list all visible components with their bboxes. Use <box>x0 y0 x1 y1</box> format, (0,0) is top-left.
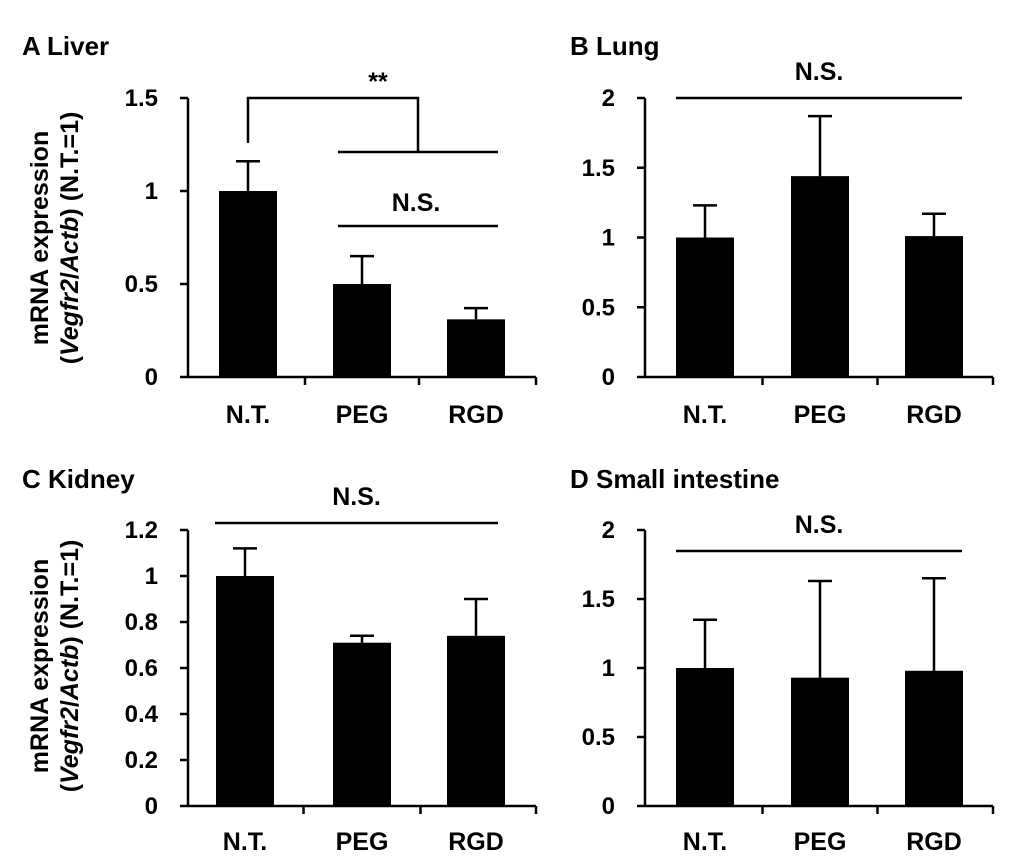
category-label: N.T. <box>683 828 727 856</box>
bar-nt <box>676 237 734 377</box>
panel-b: B Lung 0 0.5 1 1.5 2 N.T. PEG RGD N.S. <box>570 31 995 429</box>
category-label: PEG <box>336 828 389 856</box>
y-tick-label: 0 <box>602 364 615 391</box>
y-tick-label: 0.4 <box>125 701 159 728</box>
y-tick-label: 2 <box>602 517 615 544</box>
y-tick-label: 0 <box>145 793 158 820</box>
y-tick-label: 0 <box>145 364 158 391</box>
y-axis-label-line1: mRNA expression <box>26 559 54 773</box>
category-label: RGD <box>448 828 504 856</box>
y-tick-label: 1 <box>145 563 158 590</box>
bar-nt <box>216 576 274 806</box>
y-tick-label: 1.2 <box>125 517 158 544</box>
y-axis-label-line2: (Vegfr2/Actb) (N.T.=1) <box>56 112 84 365</box>
y-tick-label: 0.5 <box>582 724 615 751</box>
panel-title: D Small intestine <box>570 464 780 494</box>
y-tick-label: 1 <box>602 225 615 252</box>
bar-peg <box>791 176 849 377</box>
y-tick-label: 0.8 <box>125 609 158 636</box>
y-tick-label: 1 <box>145 178 158 205</box>
panel-c: C Kidney 0 0.2 0.4 0.6 0.8 1 1.2 N.T. PEG RGD N.S. m… <box>22 464 538 856</box>
y-tick-label: 0.5 <box>125 271 158 298</box>
y-tick-label: 0.6 <box>125 655 158 682</box>
bar-rgd <box>905 236 963 377</box>
ns-label: N.S. <box>795 511 844 539</box>
panel-a: A Liver 0 0.5 1 1.5 N.T. PEG RGD ** N.S. mRNA expr… <box>22 31 538 429</box>
bar-rgd <box>447 635 505 806</box>
ns-label: N.S. <box>332 483 381 511</box>
bar-nt <box>676 668 734 806</box>
category-label: RGD <box>906 401 962 429</box>
bar-nt <box>219 191 277 377</box>
y-tick-label: 0 <box>602 793 615 820</box>
y-tick-label: 1.5 <box>125 85 158 112</box>
y-tick-label: 2 <box>602 85 615 112</box>
bar-peg <box>791 677 849 806</box>
y-tick-label: 1 <box>602 655 615 682</box>
bar-rgd <box>447 319 505 377</box>
category-label: PEG <box>336 401 389 429</box>
significance-bracket <box>246 96 420 152</box>
y-tick-label: 0.2 <box>125 747 158 774</box>
category-label: RGD <box>448 401 504 429</box>
category-label: N.T. <box>683 401 727 429</box>
category-label: PEG <box>794 828 847 856</box>
panel-title: A Liver <box>22 31 109 61</box>
panel-title: B Lung <box>570 31 660 61</box>
bar-peg <box>333 642 391 806</box>
y-tick-label: 0.5 <box>582 294 615 321</box>
panel-title: C Kidney <box>22 464 135 494</box>
significance-label: ** <box>368 68 388 96</box>
category-label: N.T. <box>226 401 270 429</box>
y-axis-label-line2: (Vegfr2/Actb) (N.T.=1) <box>56 540 84 793</box>
y-tick-label: 1.5 <box>582 586 615 613</box>
category-label: N.T. <box>223 828 267 856</box>
panel-d: D Small intestine 0 0.5 1 1.5 2 N.T. PEG RGD N.S. <box>570 464 995 856</box>
category-label: PEG <box>794 401 847 429</box>
bar-peg <box>333 284 391 377</box>
ns-label: N.S. <box>795 58 844 86</box>
ns-label: N.S. <box>392 189 441 217</box>
category-label: RGD <box>906 828 962 856</box>
y-tick-label: 1.5 <box>582 155 615 182</box>
y-axis-label-line1: mRNA expression <box>26 131 54 345</box>
bar-rgd <box>905 670 963 806</box>
